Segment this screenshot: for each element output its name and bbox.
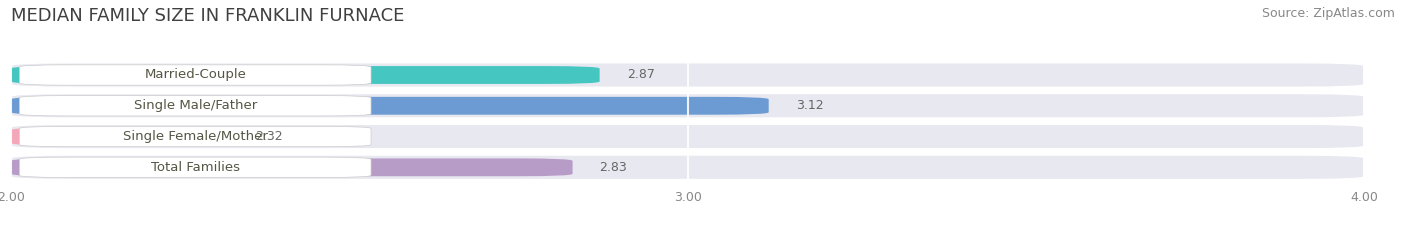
FancyBboxPatch shape xyxy=(11,128,228,145)
FancyBboxPatch shape xyxy=(20,65,371,85)
FancyBboxPatch shape xyxy=(11,63,1364,86)
FancyBboxPatch shape xyxy=(20,96,371,116)
Text: Single Female/Mother: Single Female/Mother xyxy=(122,130,267,143)
FancyBboxPatch shape xyxy=(11,156,1364,179)
Text: 2.32: 2.32 xyxy=(254,130,283,143)
FancyBboxPatch shape xyxy=(11,66,599,84)
Text: 2.83: 2.83 xyxy=(599,161,627,174)
FancyBboxPatch shape xyxy=(11,97,769,115)
Text: MEDIAN FAMILY SIZE IN FRANKLIN FURNACE: MEDIAN FAMILY SIZE IN FRANKLIN FURNACE xyxy=(11,7,405,25)
Text: 2.87: 2.87 xyxy=(627,69,655,82)
FancyBboxPatch shape xyxy=(20,126,371,147)
FancyBboxPatch shape xyxy=(11,158,572,176)
Text: Source: ZipAtlas.com: Source: ZipAtlas.com xyxy=(1261,7,1395,20)
Text: Married-Couple: Married-Couple xyxy=(145,69,246,82)
FancyBboxPatch shape xyxy=(11,125,1364,148)
Text: 3.12: 3.12 xyxy=(796,99,824,112)
FancyBboxPatch shape xyxy=(11,94,1364,117)
Text: Total Families: Total Families xyxy=(150,161,239,174)
Text: Single Male/Father: Single Male/Father xyxy=(134,99,257,112)
FancyBboxPatch shape xyxy=(20,157,371,178)
